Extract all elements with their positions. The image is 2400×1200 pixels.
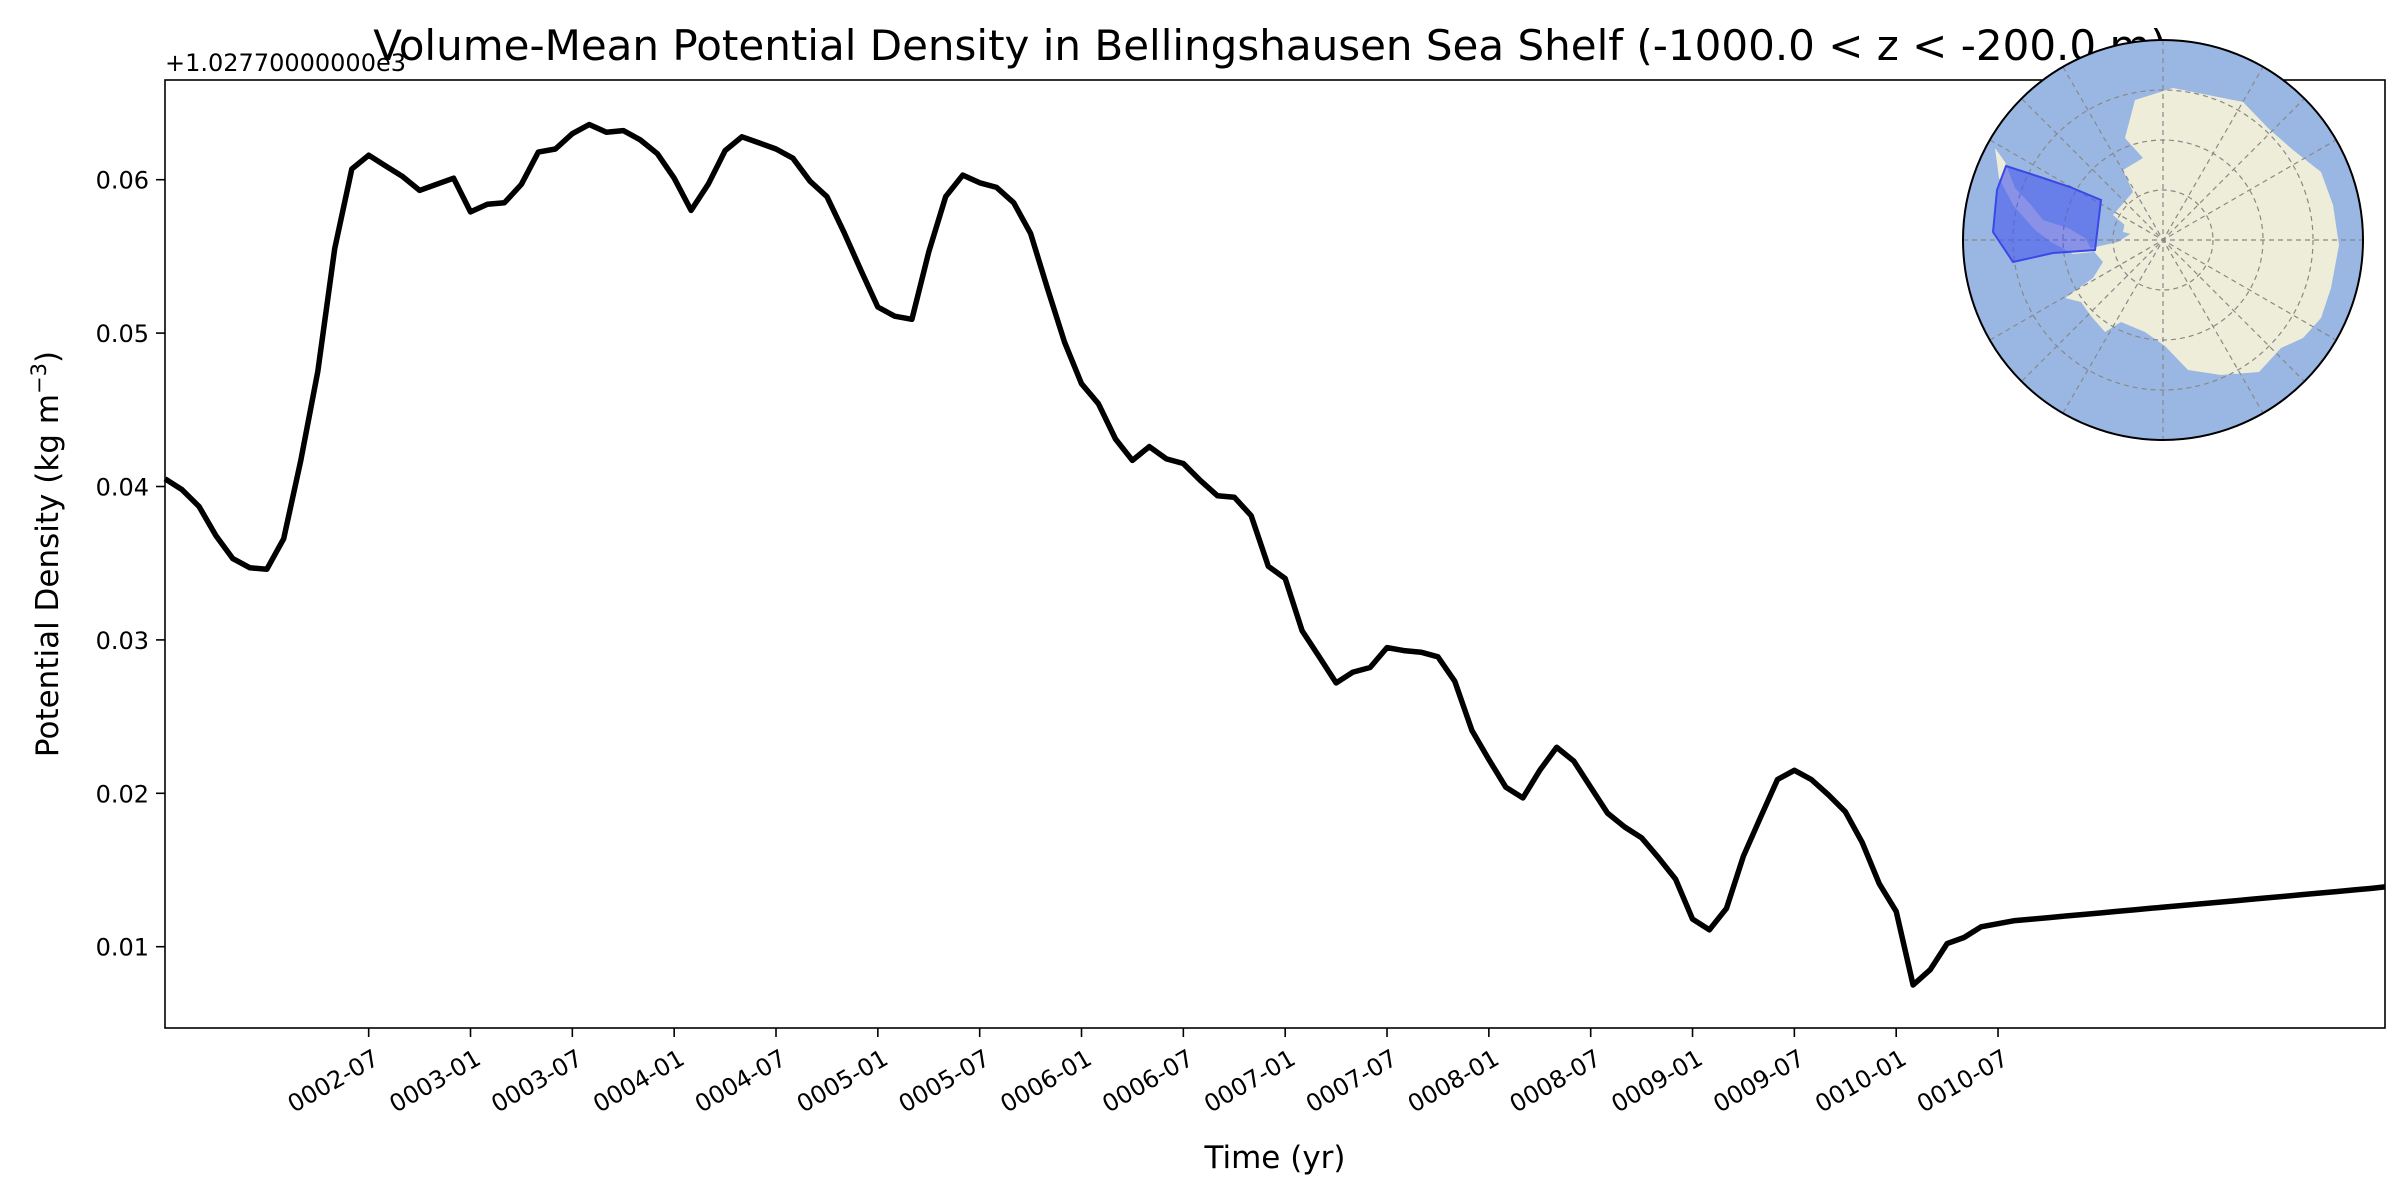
y-axis-label-sup: −3 — [27, 363, 51, 394]
x-tick-label: 0006-01 — [996, 1044, 1097, 1118]
y-axis-label: Potential Density (kg m−3) — [27, 351, 66, 757]
y-axis-label-main: Potential Density (kg m — [30, 394, 66, 757]
data-line — [163, 121, 2386, 988]
x-tick-label: 0005-07 — [894, 1044, 995, 1118]
x-tick-label: 0006-07 — [1098, 1044, 1199, 1118]
x-tick-label: 0002-07 — [283, 1044, 384, 1118]
x-tick-label: 0004-01 — [588, 1044, 689, 1118]
x-tick-label: 0003-07 — [486, 1044, 587, 1118]
x-tick-label: 0010-07 — [1912, 1044, 2013, 1118]
x-tick-label: 0005-01 — [792, 1044, 893, 1118]
x-axis-ticks: 0002-07 0003-01 0003-07 0004-01 0004-07 0005-… — [283, 1028, 2013, 1118]
y-tick-label: 0.04 — [96, 474, 149, 502]
inset-map — [1962, 39, 2364, 441]
y-tick-label: 0.06 — [96, 167, 149, 195]
y-tick-label: 0.02 — [96, 780, 149, 808]
plot-area — [164, 79, 2386, 1029]
map-region-bellingshausen — [1991, 164, 2103, 264]
x-tick-label: 0007-01 — [1199, 1044, 1300, 1118]
x-tick-label: 0009-07 — [1709, 1044, 1810, 1118]
offset-label: +1.02770000000e3 — [165, 49, 406, 77]
x-tick-label: 0007-07 — [1301, 1044, 1402, 1118]
x-tick-label: 0003-01 — [385, 1044, 486, 1118]
map-border — [1962, 39, 2364, 441]
map-graticule — [1964, 41, 2362, 439]
map-land-antarctica — [2065, 88, 2339, 375]
y-tick-label: 0.01 — [96, 934, 149, 962]
x-tick-label: 0008-01 — [1403, 1044, 1504, 1118]
x-tick-label: 0010-01 — [1810, 1044, 1911, 1118]
x-tick-label: 0004-07 — [690, 1044, 791, 1118]
x-tick-label: 0009-01 — [1607, 1044, 1708, 1118]
y-tick-label: 0.05 — [96, 320, 149, 348]
y-axis-ticks: 0.01 0.02 0.03 0.04 0.05 0.06 — [96, 167, 165, 962]
x-tick-label: 0008-07 — [1505, 1044, 1606, 1118]
y-tick-label: 0.03 — [96, 627, 149, 655]
y-axis-label-close: ) — [30, 351, 66, 363]
chart-title: Volume-Mean Potential Density in Belling… — [373, 21, 2167, 70]
x-axis-label: Time (yr) — [1204, 1140, 1346, 1176]
